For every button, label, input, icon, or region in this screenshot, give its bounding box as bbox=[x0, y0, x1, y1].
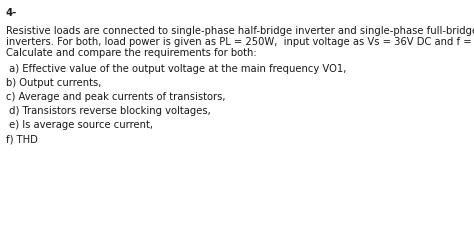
Text: inverters. For both, load power is given as PL = 250W,  input voltage as Vs = 36: inverters. For both, load power is given… bbox=[6, 37, 474, 47]
Text: d) Transistors reverse blocking voltages,: d) Transistors reverse blocking voltages… bbox=[6, 106, 211, 116]
Text: Resistive loads are connected to single-phase half-bridge inverter and single-ph: Resistive loads are connected to single-… bbox=[6, 26, 474, 36]
Text: Calculate and compare the requirements for both:: Calculate and compare the requirements f… bbox=[6, 48, 256, 58]
Text: 4-: 4- bbox=[6, 8, 17, 18]
Text: c) Average and peak currents of transistors,: c) Average and peak currents of transist… bbox=[6, 92, 226, 102]
Text: a) Effective value of the output voltage at the main frequency VO1,: a) Effective value of the output voltage… bbox=[6, 64, 346, 74]
Text: b) Output currents,: b) Output currents, bbox=[6, 78, 101, 88]
Text: f) THD: f) THD bbox=[6, 134, 38, 144]
Text: e) Is average source current,: e) Is average source current, bbox=[6, 120, 153, 130]
